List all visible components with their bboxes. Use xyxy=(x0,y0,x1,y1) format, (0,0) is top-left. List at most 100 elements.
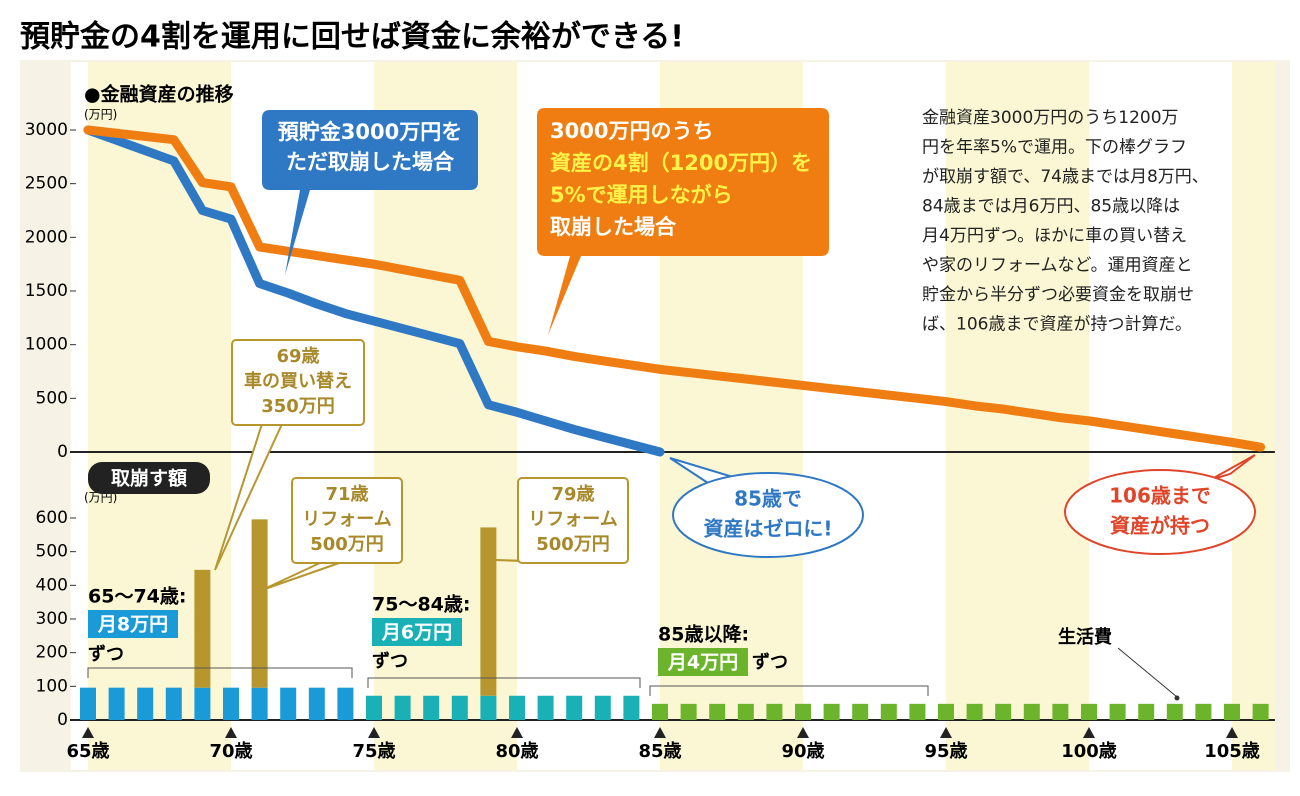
bar xyxy=(652,703,668,720)
x-tick-label: 105歳 xyxy=(1204,741,1260,762)
tick-marker xyxy=(225,727,237,738)
leader xyxy=(1117,647,1178,698)
period-badge-text: 月6万円 xyxy=(381,622,452,644)
bar xyxy=(966,703,983,720)
period-badge xyxy=(372,618,462,646)
bar xyxy=(451,695,468,720)
bar xyxy=(1052,703,1069,720)
callout-text: 資産が持つ xyxy=(1110,514,1210,538)
callout-bubble xyxy=(1064,469,1256,555)
stripe xyxy=(1232,62,1275,770)
period-badge-text: 月8万円 xyxy=(97,614,168,636)
bar xyxy=(280,687,297,720)
bar xyxy=(880,703,897,720)
x-tick-label: 85歳 xyxy=(638,741,681,762)
bar xyxy=(537,695,554,720)
bar xyxy=(251,519,268,688)
bar xyxy=(480,695,497,720)
bar xyxy=(938,703,954,720)
x-tick-label: 95歳 xyxy=(924,741,967,762)
y-tick-label: 0 xyxy=(57,442,68,462)
bar xyxy=(194,687,211,720)
bar xyxy=(795,703,811,720)
event-text: 車の買い替え xyxy=(244,370,352,392)
period-label: 65〜74歳: xyxy=(88,586,186,608)
y-tick-label: 1500 xyxy=(25,281,68,301)
marker-label: 生活費 xyxy=(1058,626,1112,648)
bar xyxy=(623,695,640,720)
y-tick-label: 0 xyxy=(57,710,68,730)
bar xyxy=(394,695,411,720)
note-text: 月4万円ずつ。ほかに車の買い替え xyxy=(922,226,1187,246)
bar xyxy=(80,687,96,720)
bar xyxy=(766,703,783,720)
period-suffix: ずつ xyxy=(88,644,124,665)
line xyxy=(83,125,665,457)
bar xyxy=(308,687,325,720)
y-tick-label: 200 xyxy=(36,643,68,663)
tick-marker xyxy=(797,727,809,738)
note-text: や家のリフォームなど。運用資産と xyxy=(922,256,1193,276)
tick-marker xyxy=(1083,727,1095,738)
bar xyxy=(194,569,211,688)
y-unit: (万円) xyxy=(84,108,117,122)
bar xyxy=(366,695,382,720)
callout-tail xyxy=(1209,454,1256,481)
event-text: リフォーム xyxy=(528,509,617,530)
bar xyxy=(337,687,354,720)
label-box xyxy=(88,462,210,494)
y-tick-label: 3000 xyxy=(25,120,68,140)
event-text: 350万円 xyxy=(261,396,335,417)
bar xyxy=(594,695,611,720)
note-text: ば、106歳まで資産が持つ計算だ。 xyxy=(922,315,1192,335)
callout-text: 5%で運用しながら xyxy=(550,183,733,207)
period-badge-text: 月4万円 xyxy=(667,652,738,674)
y-tick-label: 300 xyxy=(36,609,68,629)
bar xyxy=(1252,703,1269,720)
bar xyxy=(223,687,239,720)
tick-marker xyxy=(940,727,952,738)
tick-marker xyxy=(368,727,380,738)
chart-title: ●金融資産の推移 xyxy=(84,83,234,106)
note-text: が取崩す額で、74歳までは月8万円、 xyxy=(922,167,1209,187)
callout-text: 3000万円のうち xyxy=(550,119,713,143)
note-text: 円を年率5%で運用。下の棒グラフ xyxy=(922,138,1187,158)
bar xyxy=(165,687,182,720)
x-tick-label: 65歳 xyxy=(66,741,109,762)
stripe xyxy=(70,62,88,770)
bar xyxy=(1023,703,1040,720)
chart-title: 取崩す額 xyxy=(111,467,187,490)
event-box xyxy=(517,477,629,564)
y-tick-label: 500 xyxy=(36,542,68,562)
bar xyxy=(566,695,583,720)
tick-marker xyxy=(511,727,523,738)
tick-marker xyxy=(82,727,94,738)
bar xyxy=(108,687,125,720)
x-tick-label: 90歳 xyxy=(781,741,824,762)
bar xyxy=(251,687,268,720)
x-tick-label: 70歳 xyxy=(209,741,252,762)
callout-text: 資産はゼロに! xyxy=(703,517,832,541)
event-pointer xyxy=(261,561,343,591)
bar xyxy=(137,687,154,720)
bar xyxy=(1109,703,1126,720)
event-text: リフォーム xyxy=(302,509,391,530)
note-text: 金融資産3000万円のうち1200万 xyxy=(922,108,1179,128)
y-tick-label: 2500 xyxy=(25,174,68,194)
callout-text: 取崩した場合 xyxy=(550,215,677,239)
period-label: 75〜84歳: xyxy=(372,594,470,616)
x-tick-label: 100歳 xyxy=(1061,741,1117,762)
y-tick-label: 2000 xyxy=(25,227,68,247)
bar xyxy=(480,527,497,696)
bar xyxy=(852,703,869,720)
x-tick-label: 75歳 xyxy=(352,741,395,762)
line xyxy=(83,125,1266,452)
bar xyxy=(680,703,697,720)
callout-text: 106歳まで xyxy=(1109,484,1211,508)
bar xyxy=(423,695,440,720)
event-text: 500万円 xyxy=(310,534,384,555)
callout-text: 資産の4割（1200万円）を xyxy=(550,151,812,175)
bar xyxy=(1224,703,1240,720)
